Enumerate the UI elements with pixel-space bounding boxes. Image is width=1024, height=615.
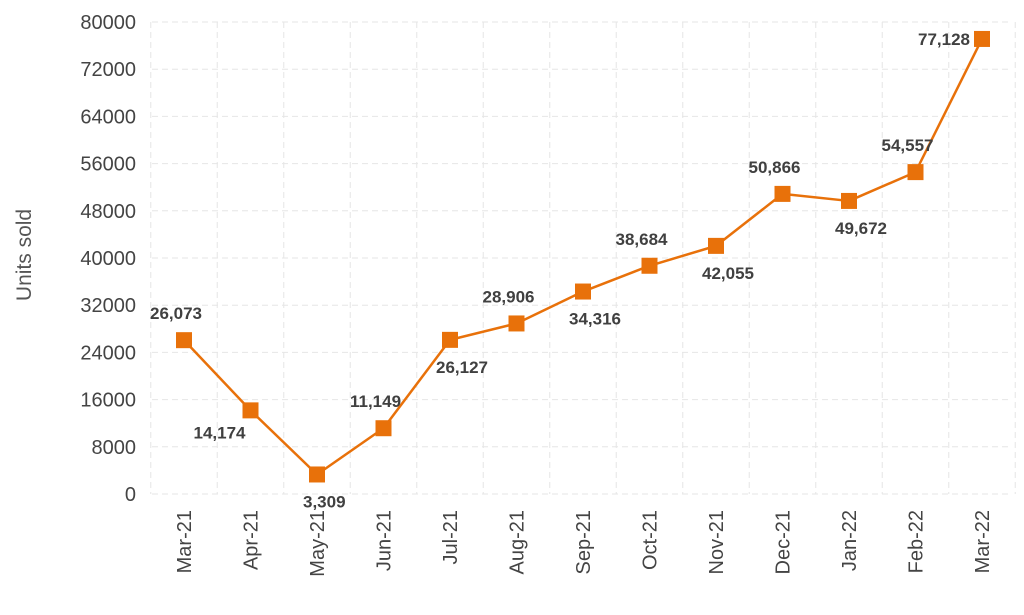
data-point-marker bbox=[242, 402, 259, 419]
y-tick-label: 24000 bbox=[80, 342, 136, 364]
y-tick-label: 48000 bbox=[80, 201, 136, 223]
data-label: 11,149 bbox=[350, 392, 401, 411]
data-point-marker bbox=[974, 30, 990, 47]
data-point-marker bbox=[508, 315, 525, 332]
data-label: 42,055 bbox=[702, 264, 754, 283]
y-tick-label: 8000 bbox=[92, 437, 137, 459]
data-point-marker bbox=[575, 283, 591, 300]
series-line bbox=[183, 38, 984, 476]
data-label: 77,128 bbox=[918, 30, 970, 49]
data-point-marker bbox=[774, 185, 791, 202]
y-tick-label: 32000 bbox=[80, 295, 136, 317]
data-point-marker bbox=[641, 257, 658, 274]
x-tick-label: Sep-21 bbox=[573, 510, 595, 575]
grid-layer bbox=[150, 21, 1016, 495]
x-tick-label: Apr-21 bbox=[241, 510, 263, 570]
series-layer bbox=[176, 30, 990, 483]
x-tick-label: Nov-21 bbox=[706, 510, 728, 574]
data-point-marker bbox=[375, 420, 392, 437]
data-label: 26,073 bbox=[150, 304, 202, 323]
y-tick-label: 16000 bbox=[80, 390, 136, 412]
data-label: 38,684 bbox=[616, 230, 669, 249]
data-point-marker bbox=[841, 192, 857, 209]
data-label-layer: 26,073 14,174 3,309 11,149 26,127 28,906 34,31… bbox=[150, 30, 970, 512]
data-label: 50,866 bbox=[749, 158, 801, 177]
x-tick-label: Jul-21 bbox=[440, 510, 462, 564]
x-tick-label: Jun-21 bbox=[374, 510, 396, 571]
data-label: 28,906 bbox=[483, 287, 535, 306]
data-label: 54,557 bbox=[882, 136, 934, 155]
x-tick-label: Aug-21 bbox=[507, 510, 529, 575]
y-tick-label: 72000 bbox=[80, 59, 136, 81]
y-tick-label: 64000 bbox=[80, 106, 136, 128]
x-axis-ticks: Mar-21 Apr-21 May-21 Jun-21 Jul-21 Aug-21 Sep-… bbox=[174, 510, 994, 577]
data-label: 34,316 bbox=[569, 310, 621, 329]
data-label: 49,672 bbox=[835, 219, 887, 238]
data-point-marker bbox=[708, 237, 724, 254]
y-tick-label: 0 bbox=[125, 484, 136, 506]
data-point-marker bbox=[176, 332, 192, 349]
y-axis-label: Units sold bbox=[13, 209, 36, 301]
y-tick-label: 80000 bbox=[80, 12, 136, 34]
y-axis-ticks: 0 8000 16000 24000 32000 40000 48000 56000 64000… bbox=[80, 12, 136, 506]
x-tick-label: Feb-22 bbox=[906, 510, 928, 573]
data-point-marker bbox=[907, 164, 924, 181]
data-point-marker bbox=[309, 466, 325, 483]
x-tick-label: May-21 bbox=[307, 510, 329, 577]
x-tick-label: Mar-21 bbox=[174, 510, 196, 573]
y-tick-label: 40000 bbox=[80, 248, 136, 270]
x-tick-label: Dec-21 bbox=[773, 510, 795, 574]
x-tick-label: Jan-22 bbox=[839, 510, 861, 571]
data-label: 26,127 bbox=[436, 358, 488, 377]
x-tick-label: Mar-22 bbox=[972, 510, 994, 573]
data-label: 14,174 bbox=[194, 423, 247, 442]
data-point-marker bbox=[442, 331, 458, 348]
data-label: 3,309 bbox=[303, 492, 346, 511]
x-tick-label: Oct-21 bbox=[640, 510, 662, 570]
y-tick-label: 56000 bbox=[80, 154, 136, 176]
